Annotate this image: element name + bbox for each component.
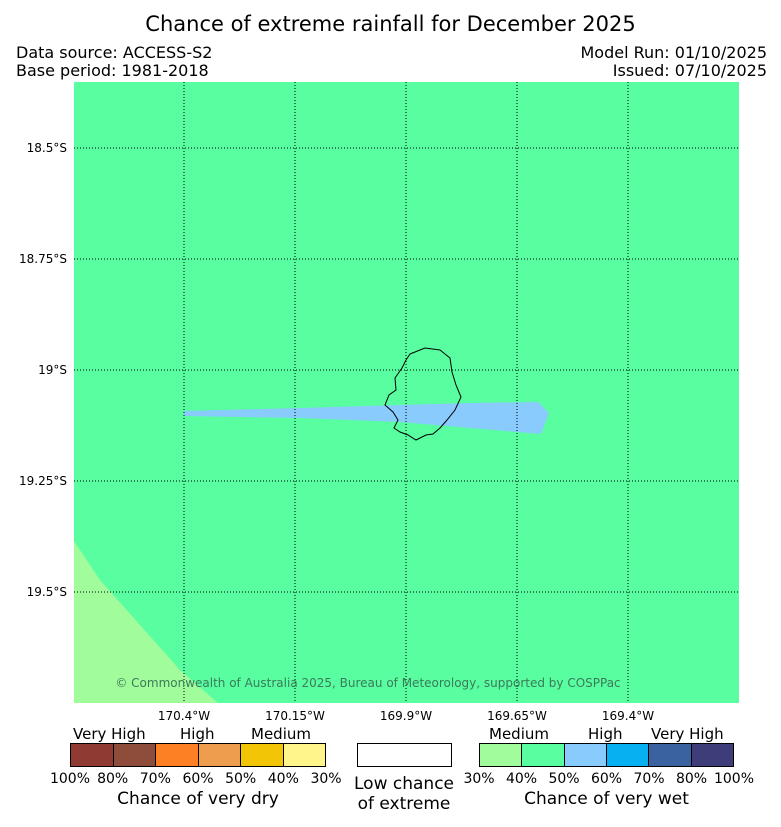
lon-label: 169.9°W bbox=[380, 709, 432, 720]
low-chance-swatch bbox=[357, 743, 452, 767]
wet-tick-label: 40% bbox=[505, 771, 538, 787]
dry-tick-label: 30% bbox=[310, 771, 342, 787]
lat-label: 19.25°S bbox=[19, 474, 67, 488]
lat-label: 18.5°S bbox=[27, 141, 67, 155]
dry-tick-label: 70% bbox=[139, 771, 171, 787]
dry-very-high-label: Very High bbox=[73, 725, 146, 743]
dry-swatch-1 bbox=[113, 744, 156, 766]
lon-label: 169.4°W bbox=[602, 709, 654, 720]
wet-swatch-2 bbox=[564, 744, 607, 766]
dry-swatch-3 bbox=[198, 744, 241, 766]
dry-tick-label: 100% bbox=[49, 771, 91, 787]
lon-label: 170.15°W bbox=[265, 709, 325, 720]
dry-tick-label: 50% bbox=[225, 771, 257, 787]
dry-caption: Chance of very dry bbox=[117, 789, 279, 809]
issued-date: Issued: 07/10/2025 bbox=[612, 61, 767, 80]
base-period: Base period: 1981-2018 bbox=[16, 61, 209, 80]
model-run: Model Run: 01/10/2025 bbox=[580, 43, 768, 62]
dry-swatch-4 bbox=[241, 744, 284, 766]
dry-swatch-0 bbox=[71, 744, 114, 766]
wet-tick-label: 60% bbox=[590, 771, 623, 787]
dry-colorbar bbox=[70, 743, 326, 767]
wet-tick-label: 70% bbox=[633, 771, 665, 787]
wet-swatch-5 bbox=[691, 744, 733, 766]
data-source: Data source: ACCESS-S2 bbox=[16, 43, 213, 62]
lon-label: 169.65°W bbox=[487, 709, 547, 720]
wet-medium-label: Medium bbox=[489, 725, 549, 743]
wet-colorbar bbox=[479, 743, 734, 767]
lat-label: 18.75°S bbox=[19, 252, 67, 266]
wet-tick-label: 30% bbox=[463, 771, 495, 787]
wet-very-high-label: Very High bbox=[651, 725, 724, 743]
wet-swatch-3 bbox=[606, 744, 650, 766]
low-chance-line1: Low chance bbox=[354, 774, 454, 794]
dry-medium-label: Medium bbox=[251, 725, 311, 743]
low-chance-line2: of extreme bbox=[357, 794, 451, 814]
dry-tick-label: 60% bbox=[182, 771, 214, 787]
lon-label: 170.4°W bbox=[158, 709, 210, 720]
rainfall-map: 18.5°S 18.75°S 19°S 19.25°S 19.5°S 170.4… bbox=[19, 82, 739, 720]
wet-tick-label: 100% bbox=[713, 771, 755, 787]
lat-label: 19°S bbox=[38, 363, 67, 377]
run-info: Model Run: 01/10/2025 Issued: 07/10/2025 bbox=[581, 44, 768, 80]
source-info: Data source: ACCESS-S2 Base period: 1981… bbox=[16, 44, 212, 80]
high-wet-band bbox=[184, 402, 549, 434]
map-title: Chance of extreme rainfall for December … bbox=[145, 12, 636, 36]
wet-high-label: High bbox=[588, 725, 623, 743]
wet-caption: Chance of very wet bbox=[524, 789, 689, 809]
medium-wet-region bbox=[74, 541, 218, 703]
wet-tick-label: 80% bbox=[675, 771, 708, 787]
copyright-notice: © Commonwealth of Australia 2025, Bureau… bbox=[115, 676, 620, 690]
dry-swatch-5 bbox=[283, 744, 325, 766]
island-coastline bbox=[384, 347, 462, 441]
wet-tick-label: 50% bbox=[548, 771, 580, 787]
dry-tick-label: 80% bbox=[97, 771, 129, 787]
lat-label: 19.5°S bbox=[27, 585, 67, 599]
dry-swatch-2 bbox=[156, 744, 199, 766]
dry-tick-label: 40% bbox=[267, 771, 299, 787]
map-background-region bbox=[74, 82, 739, 703]
dry-high-label: High bbox=[180, 725, 215, 743]
wet-swatch-4 bbox=[649, 744, 692, 766]
wet-swatch-0 bbox=[480, 744, 523, 766]
wet-swatch-1 bbox=[522, 744, 565, 766]
low-chance-caption: Low chance of extreme bbox=[340, 774, 468, 814]
